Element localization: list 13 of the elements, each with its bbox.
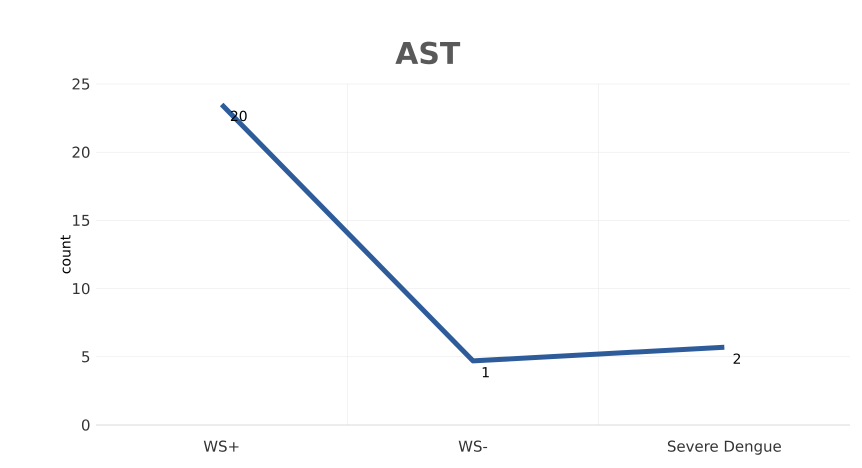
y-tick-label: 10 [73, 282, 90, 294]
y-tick-label: 0 [82, 419, 90, 431]
x-tick-label: WS+ [204, 440, 238, 452]
x-tick-label: WS- [458, 440, 488, 452]
annotation: 2 [734, 353, 740, 364]
annotation: 1 [482, 367, 489, 378]
y-tick-label: 5 [82, 351, 90, 362]
x-tick-label: Severe Dengue [668, 440, 781, 455]
y-axis-title: count [60, 235, 71, 274]
y-tick-label: 20 [72, 146, 90, 158]
y-tick-label: 15 [73, 214, 90, 226]
chart-title: AST [395, 42, 460, 64]
y-tick-label: 25 [72, 78, 90, 90]
